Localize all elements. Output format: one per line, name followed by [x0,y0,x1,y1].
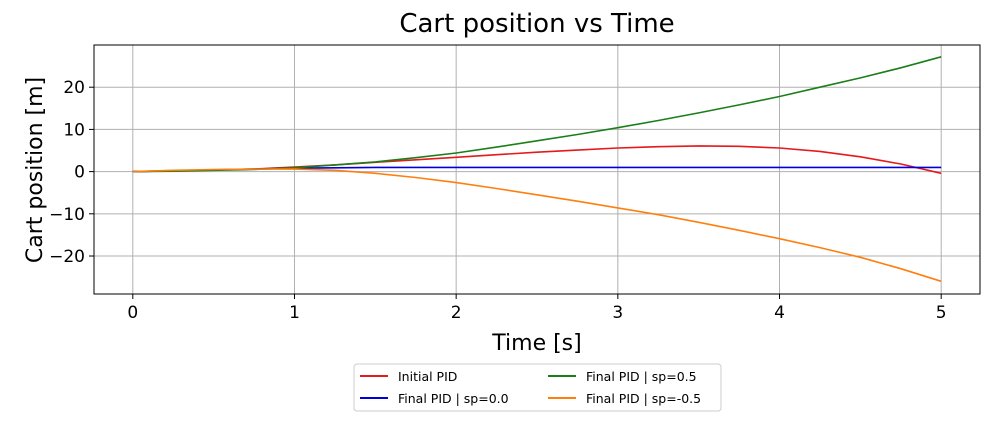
y-tick-label: −10 [49,205,85,225]
x-axis-label: Time [s] [491,331,581,356]
x-tick-label: 4 [774,303,785,323]
y-tick-label: 0 [74,163,85,183]
legend-label: Final PID | sp=0.5 [586,369,697,384]
axis-ticks: 0 1 2 3 4 5 −20 −10 0 10 20 [49,78,947,323]
legend-label: Final PID | sp=-0.5 [586,391,701,406]
grid-lines [94,45,980,294]
y-axis-label: Cart position [m] [23,77,48,263]
x-tick-label: 5 [936,303,947,323]
y-tick-label: 20 [63,78,85,98]
legend-label: Final PID | sp=0.0 [398,391,509,406]
chart-title: Cart position vs Time [399,9,674,39]
plot-area-frame [93,44,981,295]
series-lines [132,56,942,283]
y-tick-label: 10 [63,120,85,140]
series-line-2 [132,56,942,173]
y-tick-label: −20 [49,247,85,267]
series-line-3 [132,168,942,283]
x-tick-label: 1 [289,303,300,323]
x-tick-label: 0 [127,303,138,323]
legend-box [353,363,722,412]
x-tick-label: 2 [451,303,462,323]
x-tick-label: 3 [612,303,623,323]
legend: Initial PID Final PID | sp=0.0 Final PID |… [353,363,722,412]
legend-label: Initial PID [398,369,457,384]
